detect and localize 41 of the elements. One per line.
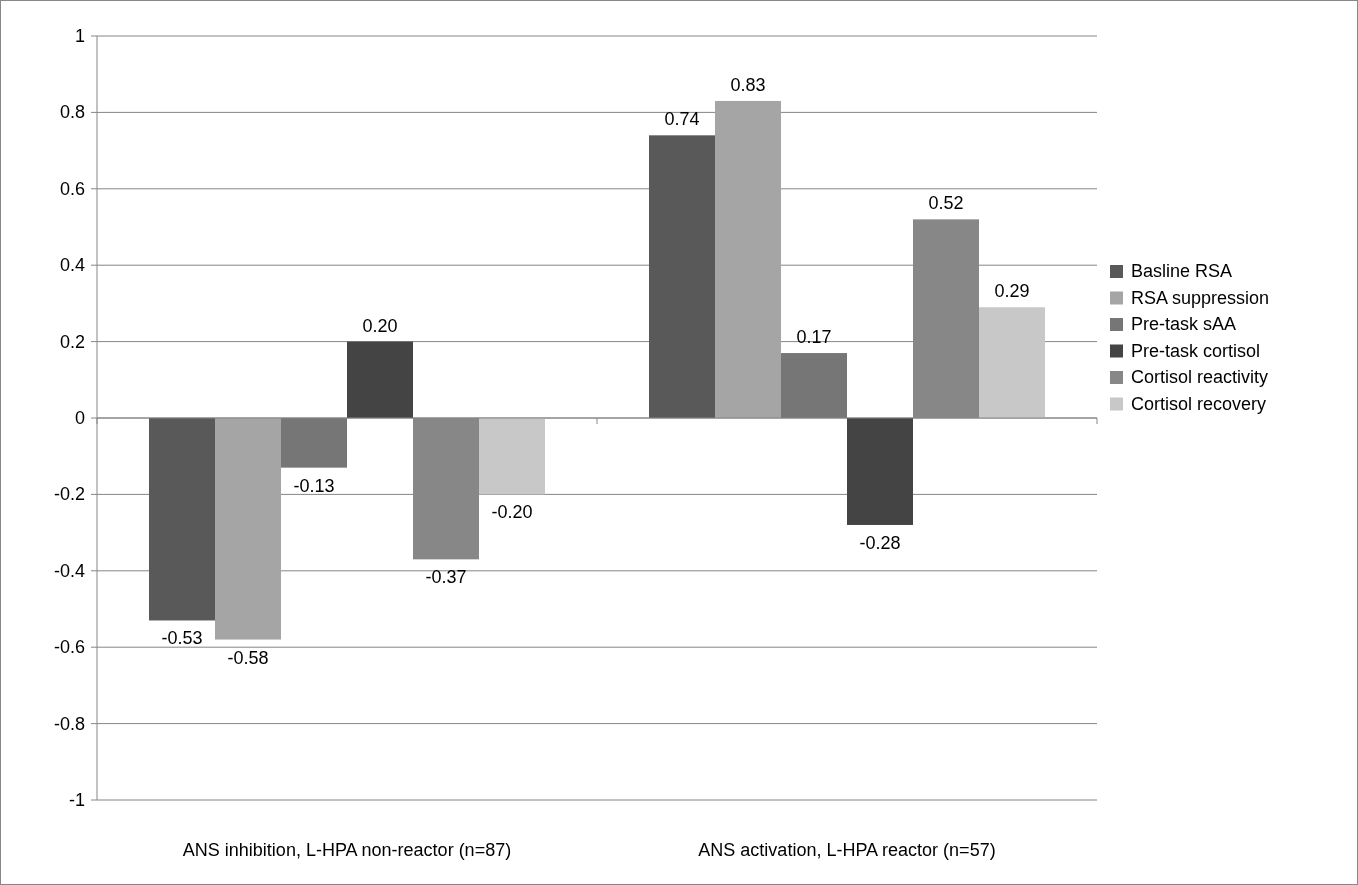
legend-label: Cortisol reactivity — [1131, 367, 1269, 387]
x-tick-label: ANS inhibition, L-HPA non-reactor (n=87) — [182, 840, 512, 860]
bar — [479, 418, 545, 495]
y-tick-label: -0.8 — [53, 713, 85, 734]
y-tick-label: 0.2 — [59, 331, 85, 352]
bar — [149, 418, 215, 621]
data-label: 0.83 — [730, 74, 766, 95]
legend-label: Cortisol recovery — [1131, 393, 1267, 414]
data-label: -0.37 — [425, 567, 467, 588]
y-tick-label: 1 — [74, 26, 85, 46]
legend-label: Basline RSA — [1131, 261, 1233, 281]
x-tick-label: ANS activation, L-HPA reactor (n=57) — [698, 840, 996, 860]
y-tick-label: -0.2 — [53, 484, 85, 505]
bar — [649, 135, 715, 418]
bar — [215, 418, 281, 640]
data-label: -0.13 — [293, 475, 335, 496]
legend-label: Pre-task cortisol — [1131, 340, 1261, 361]
legend-label: RSA suppression — [1131, 287, 1270, 308]
data-label: 0.20 — [362, 315, 398, 336]
bar — [715, 100, 781, 418]
data-label: -0.58 — [227, 647, 269, 668]
y-tick-label: 0 — [74, 408, 85, 428]
y-tick-label: 0.8 — [59, 102, 85, 123]
bar — [979, 307, 1045, 418]
y-tick-label: 0.6 — [59, 178, 85, 199]
data-label: -0.28 — [859, 532, 901, 553]
data-label: 0.52 — [928, 193, 964, 214]
data-label: -0.20 — [491, 502, 533, 523]
data-label: 0.74 — [664, 109, 700, 130]
data-label: -0.53 — [161, 628, 203, 649]
bar — [781, 353, 847, 418]
legend-label: Pre-task sAA — [1131, 314, 1237, 334]
data-label: 0.17 — [796, 327, 832, 348]
y-tick-label: 0.4 — [59, 255, 85, 276]
y-tick-label: -0.6 — [53, 637, 85, 658]
bar — [347, 341, 413, 418]
y-tick-label: -1 — [68, 790, 85, 810]
bar — [847, 418, 913, 525]
data-label: 0.29 — [994, 281, 1030, 302]
y-tick-label: -0.4 — [53, 560, 85, 581]
bar — [281, 418, 347, 468]
